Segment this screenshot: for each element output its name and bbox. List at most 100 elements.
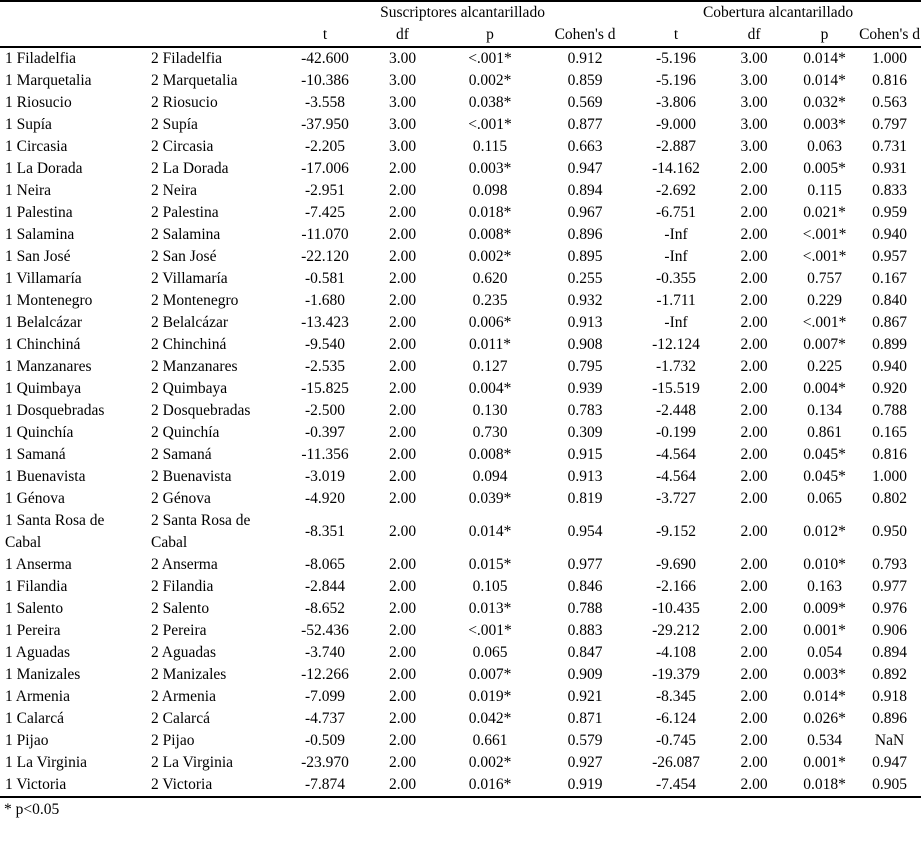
suscriptores-df-cell: 2.00: [388, 622, 417, 639]
pair-group1-cell: 1 Armenia: [5, 688, 70, 705]
pair-group2-cell: 2 La Virginia: [151, 754, 234, 771]
table-row: 1 Salamina 2 Salamina -11.070 2.00 0.008* 0.8…: [0, 224, 921, 246]
table-row: 1 La Virginia 2 La Virginia -23.970 2.00 0.0…: [0, 752, 921, 774]
cobertura-df-cell: 2.00: [740, 446, 768, 463]
cobertura-p-cell: 0.003*: [803, 666, 846, 683]
cobertura-cohensd-cell: 0.563: [872, 94, 907, 111]
suscriptores-t-cell: -2.951: [304, 182, 346, 199]
suscriptores-cohensd-cell: 0.819: [567, 490, 603, 507]
suscriptores-cohensd-cell: 0.939: [567, 380, 603, 397]
suscriptores-cohensd-cell: 0.954: [567, 523, 603, 540]
suscriptores-cohensd-cell: 0.846: [567, 578, 603, 595]
suscriptores-df-cell: 2.00: [388, 523, 417, 540]
suscriptores-p-cell: 0.004*: [468, 380, 512, 397]
pair-group2-cell: 2 Buenavista: [151, 468, 232, 485]
pair-group2-cell: 2 Manizales: [151, 666, 227, 683]
suscriptores-df-cell: 2.00: [388, 666, 417, 683]
suscriptores-df-cell: 2.00: [388, 644, 417, 661]
cobertura-t-cell: -3.806: [656, 94, 697, 111]
cobertura-t-cell: -9.690: [656, 556, 697, 573]
cobertura-p-cell: 0.014*: [803, 50, 846, 67]
empty-header-cell: [146, 23, 290, 48]
sub-header-row: t df p Cohen's d t df p Cohen's d: [0, 23, 921, 48]
pair-group1-cell: 1 Samaná: [5, 446, 66, 463]
suscriptores-cohensd-cell: 0.255: [567, 270, 603, 287]
cobertura-cohensd-cell: 0.920: [872, 380, 907, 397]
suscriptores-cohensd-cell: 0.909: [567, 666, 603, 683]
suscriptores-t-cell: -10.386: [301, 72, 349, 89]
cobertura-p-cell: 0.229: [807, 292, 842, 309]
pair-group1-cell: 1 Manizales: [5, 666, 81, 683]
cobertura-t-cell: -12.124: [652, 336, 700, 353]
cobertura-cohensd-cell: 0.892: [872, 666, 907, 683]
cobertura-p-cell: 0.007*: [803, 336, 846, 353]
table-row: 1 Calarcá 2 Calarcá -4.737 2.00 0.042* 0.871 -…: [0, 708, 921, 730]
cobertura-cohensd-cell: 0.957: [872, 248, 907, 265]
cobertura-t-cell: -29.212: [652, 622, 700, 639]
suscriptores-t-cell: -2.205: [304, 138, 346, 155]
suscriptores-df-cell: 2.00: [388, 226, 417, 243]
cobertura-df-cell: 2.00: [740, 248, 768, 265]
suscriptores-t-cell: -1.680: [304, 292, 346, 309]
cobertura-df-cell: 2.00: [740, 556, 768, 573]
cobertura-p-cell: 0.225: [807, 358, 842, 375]
group-header-row: Suscriptores alcantarillado Cobertura al…: [0, 1, 921, 23]
pair-group2-cell: 2 Salamina: [151, 226, 221, 243]
pair-group2-cell: 2 Filandia: [151, 578, 214, 595]
pair-group2-cell: 2 Salento: [151, 600, 210, 617]
cobertura-cohensd-cell: 0.896: [872, 710, 907, 727]
suscriptores-cohensd-cell: 0.896: [567, 226, 603, 243]
suscriptores-p-cell: 0.008*: [468, 446, 512, 463]
cobertura-cohensd-cell: 0.918: [872, 688, 907, 705]
suscriptores-cohensd-cell: 0.847: [567, 644, 603, 661]
pair-group1-cell: 1 Filandia: [5, 578, 68, 595]
suscriptores-p-cell: 0.094: [472, 468, 508, 485]
cobertura-df-cell: 2.00: [740, 490, 768, 507]
cobertura-cohensd-cell: 0.947: [872, 754, 907, 771]
cobertura-p-cell: 0.054: [807, 644, 842, 661]
suscriptores-df-cell: 2.00: [388, 160, 417, 177]
cobertura-cohensd-cell: 0.976: [872, 600, 907, 617]
suscriptores-t-cell: -11.356: [301, 446, 349, 463]
cobertura-cohensd-cell: 0.931: [872, 160, 907, 177]
suscriptores-p-cell: 0.006*: [468, 314, 512, 331]
pair-group2-cell: 2 Victoria: [151, 776, 213, 793]
cobertura-cohensd-cell: 0.833: [872, 182, 907, 199]
cobertura-cohensd-cell: 0.950: [872, 523, 907, 540]
pair-group1-cell: 1 Riosucio: [5, 94, 72, 111]
table-row: 1 Marquetalia 2 Marquetalia -10.386 3.00 0.0…: [0, 70, 921, 92]
table-row: 1 Filadelfia 2 Filadelfia -42.600 3.00 <.001…: [0, 47, 921, 70]
suscriptores-cohensd-cell: 0.913: [567, 468, 603, 485]
table-row: 1 Santa Rosa de Cabal 2 Santa Rosa de Cab…: [0, 510, 921, 554]
cobertura-df-cell: 3.00: [740, 72, 768, 89]
suscriptores-cohensd-cell: 0.927: [567, 754, 603, 771]
suscriptores-cohensd-cell: 0.919: [567, 776, 603, 793]
cobertura-t-cell: -5.196: [656, 72, 697, 89]
cobertura-t-cell: -2.692: [656, 182, 697, 199]
suscriptores-p-cell: 0.014*: [468, 523, 512, 540]
table-row: 1 Villamaría 2 Villamaría -0.581 2.00 0.620 0…: [0, 268, 921, 290]
suscriptores-cohensd-cell: 0.579: [567, 732, 603, 749]
table-row: 1 Dosquebradas 2 Dosquebradas -2.500 2.00 0.…: [0, 400, 921, 422]
suscriptores-t-cell: -9.540: [304, 336, 346, 353]
cobertura-p-cell: 0.003*: [803, 116, 846, 133]
cobertura-p-cell: 0.757: [807, 270, 842, 287]
cobertura-cohensd-cell: 0.788: [872, 402, 907, 419]
suscriptores-p-cell: 0.065: [472, 644, 508, 661]
pair-group2-cell: 2 Samaná: [151, 446, 212, 463]
table-body: 1 Filadelfia 2 Filadelfia -42.600 3.00 <.001…: [0, 47, 921, 797]
cobertura-df-cell: 2.00: [740, 336, 768, 353]
pair-group1-cell: 1 Quimbaya: [5, 380, 82, 397]
suscriptores-df-cell: 2.00: [388, 578, 417, 595]
cobertura-t-cell: -Inf: [664, 248, 688, 265]
suscriptores-p-cell: 0.042*: [468, 710, 512, 727]
cobertura-cohensd-cell: 1.000: [872, 468, 907, 485]
suscriptores-t-cell: -11.070: [301, 226, 349, 243]
header-cobertura-t: t: [635, 23, 718, 48]
suscriptores-cohensd-cell: 0.947: [567, 160, 603, 177]
suscriptores-p-cell: 0.002*: [468, 72, 512, 89]
table-row: 1 Filandia 2 Filandia -2.844 2.00 0.105 0.846…: [0, 576, 921, 598]
cobertura-df-cell: 2.00: [740, 270, 768, 287]
table-row: 1 Chinchiná 2 Chinchiná -9.540 2.00 0.011* 0.…: [0, 334, 921, 356]
suscriptores-p-cell: 0.039*: [468, 490, 512, 507]
